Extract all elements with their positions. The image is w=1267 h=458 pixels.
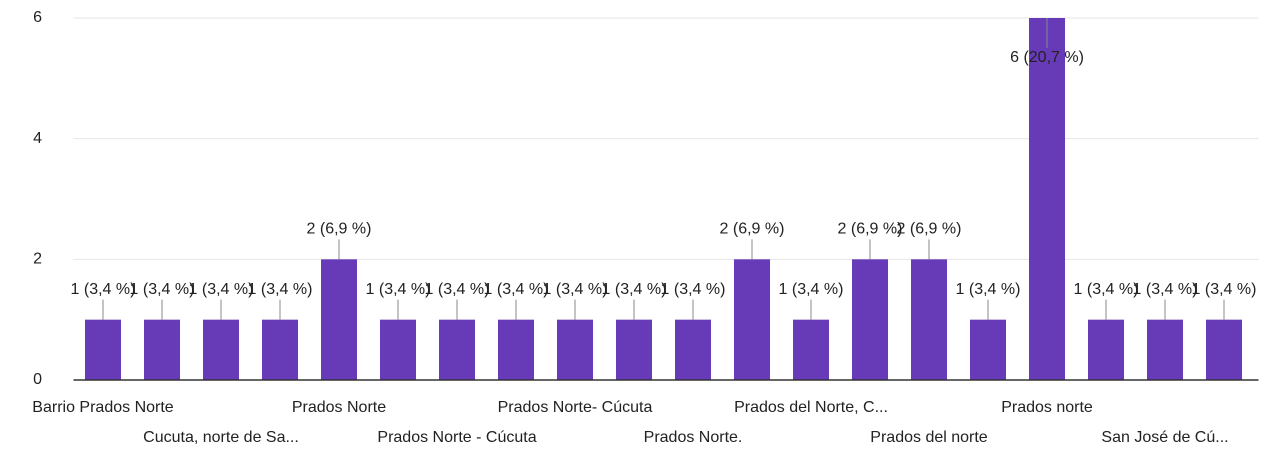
- bar: [970, 319, 1006, 380]
- bar: [734, 259, 770, 380]
- y-tick-label: 0: [33, 371, 42, 388]
- data-label: 2 (6,9 %): [720, 221, 785, 238]
- data-label: 1 (3,4 %): [484, 281, 549, 298]
- bar: [144, 319, 180, 380]
- data-label: 2 (6,9 %): [897, 221, 962, 238]
- data-label: 1 (3,4 %): [425, 281, 490, 298]
- x-tick-label: Prados Norte - Cúcuta: [377, 429, 536, 446]
- bar: [675, 319, 711, 380]
- data-label: 1 (3,4 %): [602, 281, 667, 298]
- data-label: 1 (3,4 %): [366, 281, 431, 298]
- bar: [1147, 319, 1183, 380]
- data-label: 2 (6,9 %): [838, 221, 903, 238]
- data-label: 1 (3,4 %): [661, 281, 726, 298]
- x-tick-label: Prados Norte.: [644, 429, 743, 446]
- y-tick-label: 4: [33, 130, 42, 147]
- x-tick-label: Prados Norte: [292, 399, 386, 416]
- x-tick-label: Cucuta, norte de Sa...: [143, 429, 299, 446]
- bar: [85, 319, 121, 380]
- bar: [911, 259, 947, 380]
- data-label: 1 (3,4 %): [130, 281, 195, 298]
- x-tick-label: Barrio Prados Norte: [32, 399, 173, 416]
- bar: [1088, 319, 1124, 380]
- x-tick-label: Prados del norte: [870, 429, 988, 446]
- bar: [852, 259, 888, 380]
- bar: [498, 319, 534, 380]
- x-tick-label: Prados norte: [1001, 399, 1093, 416]
- data-label: 1 (3,4 %): [1074, 281, 1139, 298]
- bar: [203, 319, 239, 380]
- bar: [793, 319, 829, 380]
- data-label: 1 (3,4 %): [1133, 281, 1198, 298]
- data-label: 1 (3,4 %): [189, 281, 254, 298]
- data-label: 1 (3,4 %): [779, 281, 844, 298]
- data-label: 1 (3,4 %): [956, 281, 1021, 298]
- bar: [262, 319, 298, 380]
- bar: [439, 319, 475, 380]
- bar: [616, 319, 652, 380]
- y-tick-label: 6: [33, 9, 42, 26]
- data-label: 6 (20,7 %): [1010, 49, 1084, 66]
- data-label: 2 (6,9 %): [307, 221, 372, 238]
- data-label: 1 (3,4 %): [1192, 281, 1257, 298]
- data-label: 1 (3,4 %): [71, 281, 136, 298]
- data-label: 1 (3,4 %): [543, 281, 608, 298]
- bar: [557, 319, 593, 380]
- x-tick-label: Prados Norte- Cúcuta: [498, 399, 653, 416]
- x-tick-label: San José de Cú...: [1101, 429, 1228, 446]
- y-tick-label: 2: [33, 251, 42, 268]
- x-tick-label: Prados del Norte, C...: [734, 399, 888, 416]
- bar: [1206, 319, 1242, 380]
- bar: [1029, 18, 1065, 380]
- data-label: 1 (3,4 %): [248, 281, 313, 298]
- bar: [321, 259, 357, 380]
- bar: [380, 319, 416, 380]
